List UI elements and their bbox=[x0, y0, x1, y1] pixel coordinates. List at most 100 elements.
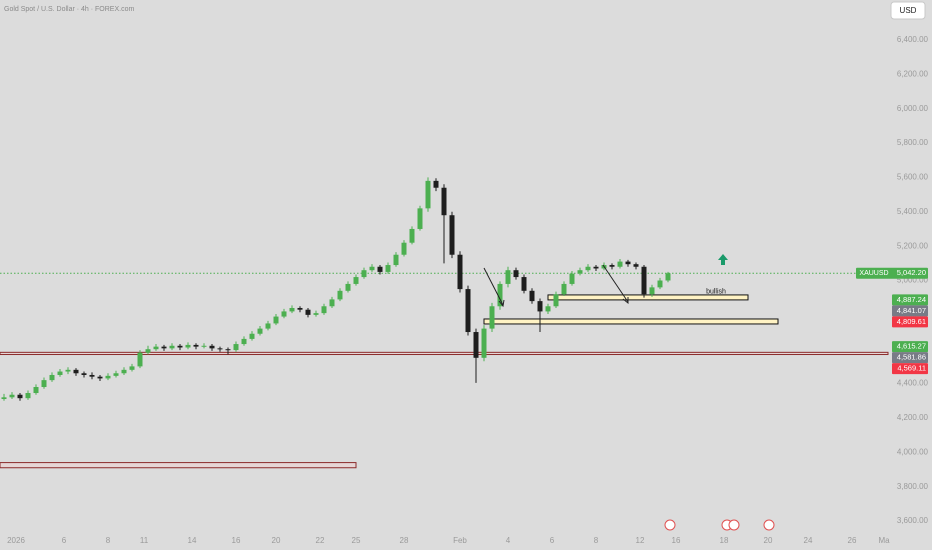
candle-body bbox=[497, 283, 503, 307]
arrow-head bbox=[622, 297, 629, 305]
candle-body bbox=[377, 266, 383, 272]
price-badge bbox=[892, 305, 928, 317]
candle-body bbox=[657, 280, 663, 288]
candle-body bbox=[81, 373, 87, 375]
price-badge bbox=[892, 363, 928, 375]
candle-body bbox=[217, 348, 223, 350]
candle-body bbox=[185, 344, 191, 348]
candle-body bbox=[609, 265, 615, 267]
x-tick-label: 20 bbox=[764, 536, 773, 545]
candle-body bbox=[457, 254, 463, 290]
last-price-label: 5,042.20 bbox=[897, 268, 926, 277]
candle-body bbox=[513, 270, 519, 278]
arrow-line bbox=[483, 267, 504, 306]
zone bbox=[0, 462, 357, 469]
candle-body bbox=[337, 290, 343, 300]
candle-body bbox=[129, 366, 135, 370]
candle-body bbox=[649, 287, 655, 295]
candle-body bbox=[425, 180, 431, 209]
y-tick-label: 5,200.00 bbox=[897, 241, 929, 250]
currency-label[interactable]: USD bbox=[900, 6, 917, 15]
x-tick-label: 6 bbox=[550, 536, 555, 545]
drawings bbox=[483, 264, 629, 308]
price-badge-label: 4,581.86 bbox=[897, 353, 926, 362]
y-tick-label: 3,800.00 bbox=[897, 482, 929, 491]
plot bbox=[0, 177, 889, 469]
chart-title: Gold Spot / U.S. Dollar · 4h · FOREX.com bbox=[4, 6, 134, 13]
candle-body bbox=[17, 394, 23, 399]
price-badge-label: 4,887.24 bbox=[897, 295, 926, 304]
candle-body bbox=[89, 374, 95, 377]
last-price-badge bbox=[856, 267, 928, 279]
x-tick-label: 28 bbox=[400, 536, 409, 545]
x-tick-label: 2026 bbox=[7, 536, 25, 545]
candle-body bbox=[361, 270, 367, 278]
candle-body bbox=[177, 345, 183, 348]
candle-body bbox=[449, 215, 455, 255]
y-tick-label: 6,000.00 bbox=[897, 104, 929, 113]
price-badge-label: 4,809.61 bbox=[897, 317, 926, 326]
candle-body bbox=[97, 376, 103, 379]
y-tick-label: 4,200.00 bbox=[897, 413, 929, 422]
last-price-name: XAUUSD bbox=[859, 270, 888, 277]
candle-body bbox=[393, 254, 399, 266]
up-arrow-icon bbox=[718, 254, 728, 265]
candle-body bbox=[121, 369, 127, 374]
candle-body bbox=[273, 316, 279, 324]
x-tick-label: 16 bbox=[232, 536, 241, 545]
y-tick-label: 4,000.00 bbox=[897, 447, 929, 456]
zone bbox=[547, 294, 749, 301]
candle-body bbox=[577, 270, 583, 274]
candle-body bbox=[481, 328, 487, 358]
x-tick-label: 4 bbox=[506, 536, 511, 545]
candle-body bbox=[489, 306, 495, 329]
price-badge bbox=[892, 316, 928, 328]
x-tick-label: 14 bbox=[188, 536, 197, 545]
candle-body bbox=[233, 344, 239, 351]
candle-body bbox=[433, 180, 439, 188]
candle-body bbox=[41, 380, 47, 388]
candle-body bbox=[665, 273, 671, 281]
currency-button[interactable] bbox=[890, 1, 926, 20]
x-tick-label: 11 bbox=[140, 536, 149, 545]
y-tick-label: 3,600.00 bbox=[897, 516, 929, 525]
candle-body bbox=[473, 332, 479, 358]
candle-body bbox=[257, 328, 263, 334]
candle-body bbox=[593, 266, 599, 269]
candle-body bbox=[49, 374, 55, 381]
candle-body bbox=[169, 345, 175, 349]
candle-body bbox=[105, 375, 111, 379]
candle-body bbox=[505, 270, 511, 284]
candle-body bbox=[145, 349, 151, 353]
candle-body bbox=[281, 311, 287, 317]
candle-body bbox=[265, 323, 271, 329]
event-icon[interactable] bbox=[728, 519, 740, 531]
candle-body bbox=[521, 277, 527, 291]
price-badge-label: 4,615.27 bbox=[897, 342, 926, 351]
candle-body bbox=[353, 277, 359, 284]
candle-body bbox=[561, 283, 567, 295]
price-badge-label: 4,841.07 bbox=[897, 306, 926, 315]
event-icon[interactable] bbox=[664, 519, 676, 531]
candle-body bbox=[441, 187, 447, 216]
x-tick-label: 25 bbox=[352, 536, 361, 545]
event-icons bbox=[664, 519, 775, 531]
candle-body bbox=[529, 290, 535, 302]
zone bbox=[483, 318, 779, 325]
candle-body bbox=[193, 344, 199, 347]
x-tick-label: 22 bbox=[316, 536, 325, 545]
x-tick-label: 6 bbox=[62, 536, 67, 545]
candle-body bbox=[329, 299, 335, 307]
candle-body bbox=[417, 208, 423, 229]
event-icon[interactable] bbox=[763, 519, 775, 531]
x-tick-label: 16 bbox=[672, 536, 681, 545]
x-tick-label: 8 bbox=[106, 536, 111, 545]
candle-body bbox=[73, 369, 79, 374]
y-tick-label: 5,000.00 bbox=[897, 276, 929, 285]
candle-body bbox=[65, 369, 71, 372]
candle-body bbox=[345, 283, 351, 291]
candle-body bbox=[137, 352, 143, 367]
candle-body bbox=[113, 373, 119, 376]
candle-body bbox=[569, 273, 575, 284]
